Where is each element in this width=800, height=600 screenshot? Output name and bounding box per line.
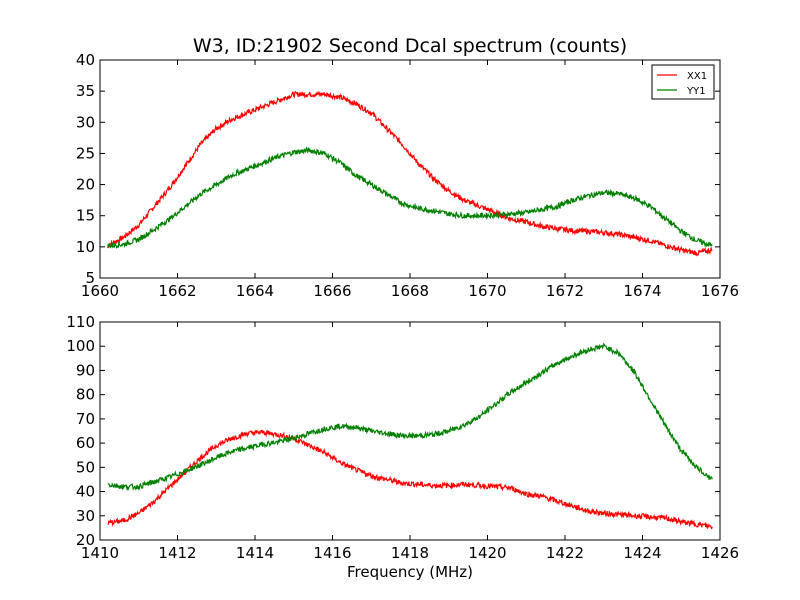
x-tick-label: 1676: [701, 282, 739, 300]
chart-title: W3, ID:21902 Second Dcal spectrum (count…: [193, 35, 627, 57]
x-tick-label: 1660: [81, 282, 119, 300]
x-tick-label: 1416: [313, 544, 351, 562]
x-tick-label: 1662: [158, 282, 196, 300]
y-tick-label: 100: [66, 337, 95, 355]
y-tick-label: 40: [76, 483, 95, 501]
x-tick-label: 1666: [313, 282, 351, 300]
x-tick-label: 1672: [546, 282, 584, 300]
x-tick-label: 1422: [546, 544, 584, 562]
y-tick-label: 25: [76, 144, 95, 162]
y-tick-label: 30: [76, 113, 95, 131]
series-line-yy1: [107, 146, 713, 250]
y-tick-label: 40: [76, 51, 95, 69]
series-line-xx1: [107, 90, 713, 257]
x-tick-label: 1674: [623, 282, 661, 300]
y-tick-label: 80: [76, 386, 95, 404]
top-panel: 1660 1662 1664 1666 1668 1670 1672 1674 1676 5 10 1…: [76, 51, 739, 300]
x-tick-label: 1414: [236, 544, 274, 562]
x-tick-label: 1426: [701, 544, 739, 562]
x-tick-label: 1412: [158, 544, 196, 562]
series-line-yy1: [107, 342, 713, 492]
legend-label-xx1: XX1: [687, 71, 707, 82]
y-tick-label: 35: [76, 82, 95, 100]
legend-box: [651, 64, 715, 100]
y-tick-label: 90: [76, 361, 95, 379]
y-tick-label: 70: [76, 410, 95, 428]
bottom-panel: 1410 1412 1414 1416 1418 1420 1422 1424 1426 20 30…: [66, 313, 739, 562]
x-tick-label: 1410: [81, 544, 119, 562]
x-tick-label: 1424: [623, 544, 661, 562]
y-tick-label: 30: [76, 507, 95, 525]
x-tick-label: 1670: [468, 282, 506, 300]
y-tick-label: 20: [76, 531, 95, 549]
y-tick-label: 60: [76, 434, 95, 452]
legend-label-yy1: YY1: [686, 86, 706, 97]
y-tick-label: 20: [76, 176, 95, 194]
series-line-xx1: [107, 429, 713, 530]
y-tick-label: 15: [76, 207, 95, 225]
x-axis-label: Frequency (MHz): [347, 563, 473, 581]
y-tick-label: 50: [76, 458, 95, 476]
y-tick-label: 10: [76, 238, 95, 256]
y-tick-label: 5: [85, 269, 95, 287]
x-tick-label: 1664: [236, 282, 274, 300]
x-tick-label: 1420: [468, 544, 506, 562]
x-tick-label: 1668: [391, 282, 429, 300]
x-tick-label: 1418: [391, 544, 429, 562]
y-tick-label: 110: [66, 313, 95, 331]
